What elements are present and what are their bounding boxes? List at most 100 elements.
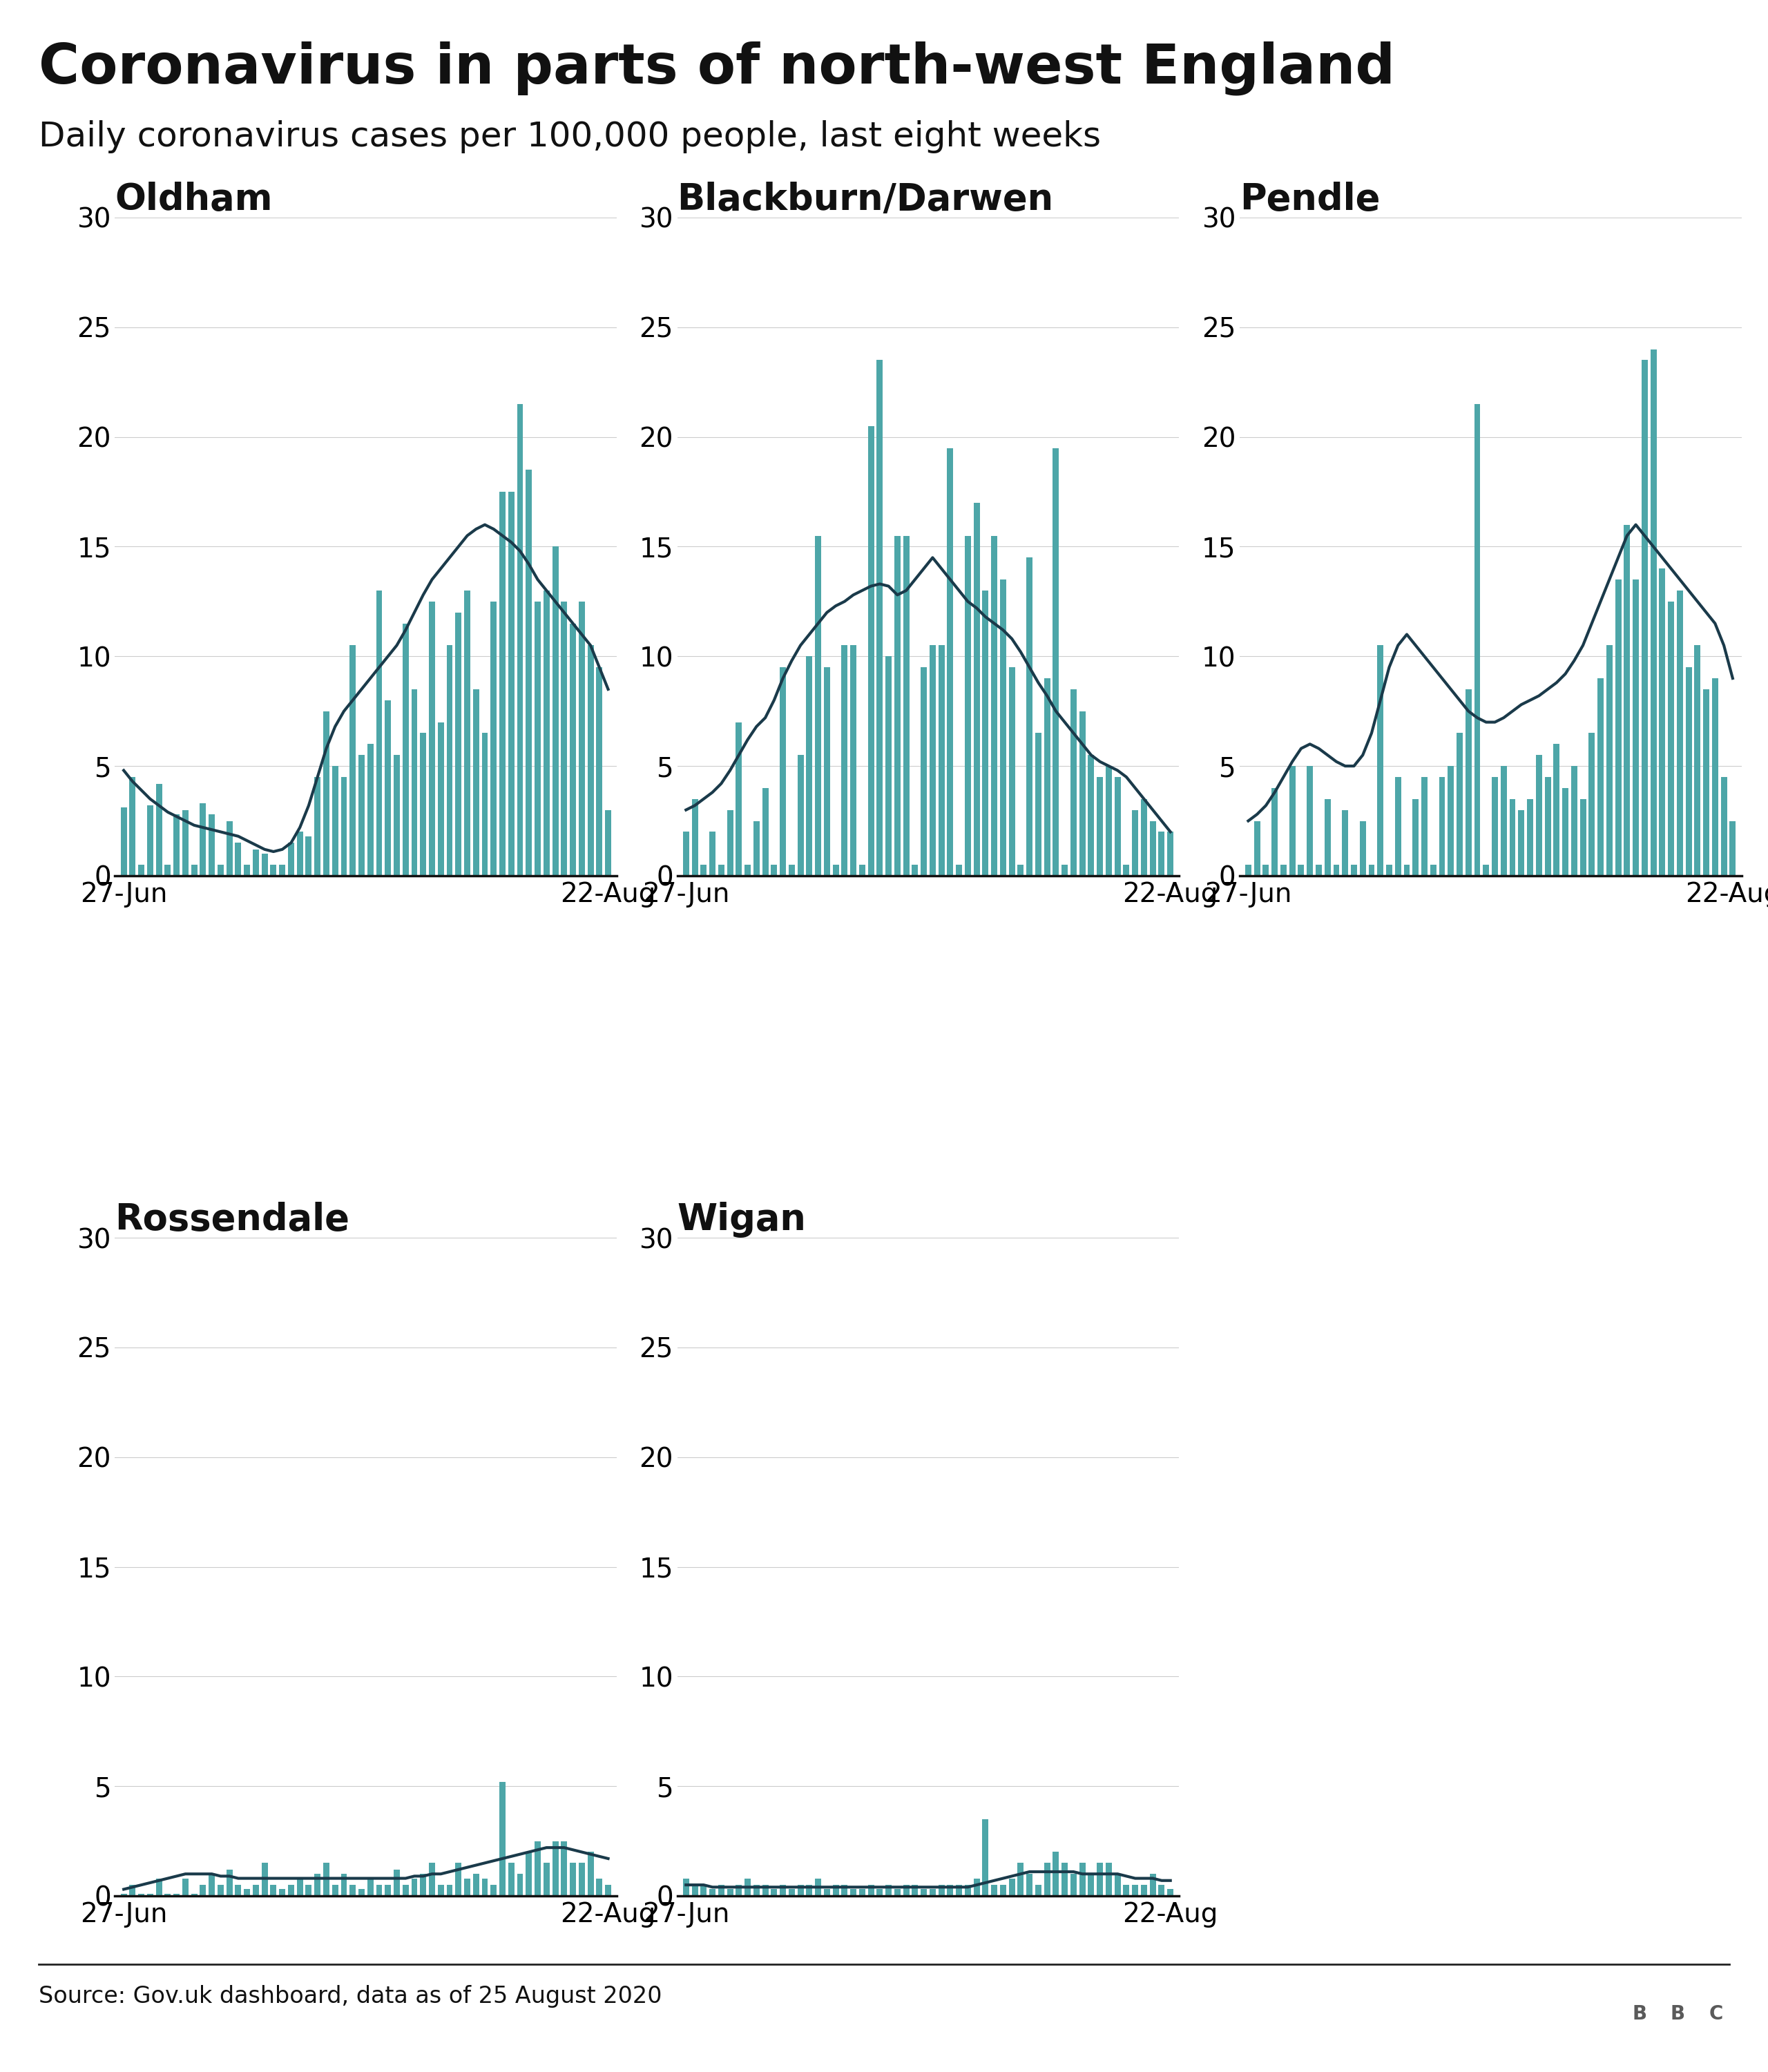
- Bar: [147, 806, 154, 876]
- Bar: [421, 1873, 426, 1896]
- Bar: [1036, 1886, 1041, 1896]
- Bar: [1096, 1863, 1103, 1896]
- Bar: [744, 864, 751, 876]
- Bar: [762, 1886, 769, 1896]
- Bar: [1018, 864, 1024, 876]
- Bar: [1096, 777, 1103, 876]
- Bar: [465, 1879, 470, 1896]
- Bar: [1280, 864, 1287, 876]
- Bar: [789, 1890, 796, 1896]
- Bar: [226, 821, 233, 876]
- Bar: [1501, 767, 1506, 876]
- Bar: [507, 1863, 514, 1896]
- Bar: [842, 1886, 847, 1896]
- Bar: [1052, 448, 1059, 876]
- Bar: [377, 1886, 382, 1896]
- Bar: [1132, 810, 1139, 876]
- Bar: [1581, 800, 1586, 876]
- Bar: [1324, 800, 1331, 876]
- Bar: [833, 1886, 838, 1896]
- Bar: [974, 503, 979, 876]
- Bar: [543, 1863, 550, 1896]
- Bar: [903, 1886, 909, 1896]
- Bar: [1658, 568, 1665, 876]
- Bar: [587, 1852, 594, 1896]
- Bar: [842, 644, 847, 876]
- Bar: [1676, 591, 1683, 876]
- Bar: [1061, 1863, 1068, 1896]
- Bar: [1001, 580, 1006, 876]
- Bar: [217, 864, 225, 876]
- Bar: [1554, 744, 1559, 876]
- Bar: [1711, 678, 1718, 876]
- Bar: [394, 1869, 400, 1896]
- Bar: [138, 864, 145, 876]
- Bar: [1315, 864, 1322, 876]
- Bar: [341, 777, 347, 876]
- Bar: [921, 1890, 926, 1896]
- Bar: [762, 787, 769, 876]
- Bar: [744, 1879, 751, 1896]
- Bar: [815, 537, 820, 876]
- Bar: [403, 1886, 408, 1896]
- Bar: [1114, 1873, 1121, 1896]
- Bar: [1158, 831, 1165, 876]
- Bar: [1167, 1890, 1174, 1896]
- Bar: [965, 537, 971, 876]
- Bar: [1149, 821, 1156, 876]
- Bar: [315, 1873, 320, 1896]
- Bar: [1052, 1852, 1059, 1896]
- Bar: [578, 601, 585, 876]
- Bar: [1667, 601, 1674, 876]
- Bar: [1623, 1983, 1657, 2045]
- Bar: [833, 864, 838, 876]
- Bar: [368, 744, 373, 876]
- Bar: [1660, 1983, 1696, 2045]
- Bar: [1105, 1863, 1112, 1896]
- Bar: [306, 1886, 311, 1896]
- Bar: [368, 1879, 373, 1896]
- Bar: [525, 1852, 532, 1896]
- Bar: [173, 1894, 180, 1896]
- Bar: [824, 1890, 829, 1896]
- Bar: [1027, 1873, 1033, 1896]
- Bar: [1001, 1886, 1006, 1896]
- Bar: [815, 1879, 820, 1896]
- Bar: [164, 1894, 171, 1896]
- Bar: [129, 1886, 136, 1896]
- Bar: [474, 1873, 479, 1896]
- Text: Wigan: Wigan: [677, 1202, 806, 1237]
- Bar: [1036, 733, 1041, 876]
- Bar: [1589, 733, 1595, 876]
- Bar: [789, 864, 796, 876]
- Text: Coronavirus in parts of north-west England: Coronavirus in parts of north-west Engla…: [39, 41, 1395, 95]
- Bar: [1368, 864, 1376, 876]
- Bar: [1699, 1983, 1733, 2045]
- Bar: [1158, 1886, 1165, 1896]
- Bar: [1245, 864, 1252, 876]
- Bar: [297, 1879, 302, 1896]
- Bar: [1140, 800, 1147, 876]
- Bar: [596, 667, 603, 876]
- Bar: [560, 1842, 568, 1896]
- Bar: [552, 1842, 559, 1896]
- Bar: [956, 1886, 962, 1896]
- Text: Blackburn/Darwen: Blackburn/Darwen: [677, 182, 1054, 218]
- Bar: [182, 1879, 189, 1896]
- Bar: [385, 700, 391, 876]
- Bar: [780, 1886, 787, 1896]
- Bar: [903, 537, 909, 876]
- Text: Source: Gov.uk dashboard, data as of 25 August 2020: Source: Gov.uk dashboard, data as of 25 …: [39, 1985, 663, 2008]
- Bar: [1070, 690, 1077, 876]
- Bar: [895, 1890, 900, 1896]
- Bar: [560, 601, 568, 876]
- Text: B: B: [1632, 2004, 1646, 2024]
- Bar: [1333, 864, 1340, 876]
- Bar: [1395, 777, 1400, 876]
- Bar: [438, 1886, 444, 1896]
- Bar: [552, 547, 559, 876]
- Bar: [1070, 1873, 1077, 1896]
- Bar: [1641, 361, 1648, 876]
- Bar: [209, 1873, 216, 1896]
- Bar: [465, 591, 470, 876]
